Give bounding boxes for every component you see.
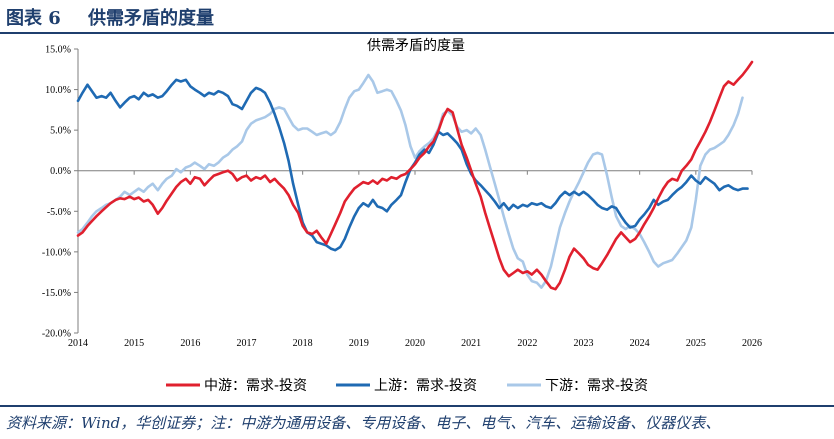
x-tick-label: 2020 [405,338,425,349]
x-tick-label: 2018 [293,338,313,349]
chart-title: 供需矛盾的度量 [367,38,465,54]
legend-label-2: 下游：需求-投资 [545,378,648,394]
y-tick-label: -5.0% [47,207,71,218]
figure-number: 图表 6 [6,8,61,29]
series-line-0 [76,60,754,291]
chart-series [76,60,754,291]
footer-divider [0,405,834,407]
x-tick-label: 2017 [237,338,257,349]
legend-label-1: 上游：需求-投资 [374,378,477,394]
y-tick-label: -20.0% [42,329,71,340]
source-note: 资料来源：Wind，华创证券；注：中游为通用设备、专用设备、电子、电气、汽车、运… [6,414,721,432]
x-tick-label: 2024 [630,338,650,349]
header-divider [0,32,834,34]
line-chart: 供需矛盾的度量 15.0% 10.0% 5.0% 0.0% -5.0% -10.0% -15… [0,34,834,405]
figure-title: 供需矛盾的度量 [88,8,214,29]
y-tick-label: 15.0% [45,45,71,56]
x-tick-label: 2014 [68,338,88,349]
y-tick-label: -10.0% [42,247,71,258]
y-tick-label: 5.0% [50,126,71,137]
chart-legend: 中游：需求-投资 上游：需求-投资 下游：需求-投资 [166,378,648,394]
x-tick-label: 2015 [124,338,144,349]
x-tick-label: 2023 [574,338,594,349]
x-tick-label: 2016 [180,338,200,349]
legend-label-0: 中游：需求-投资 [204,378,307,394]
chart-background [0,34,834,405]
x-tick-label: 2025 [686,338,706,349]
x-tick-label: 2019 [349,338,369,349]
y-tick-label: 0.0% [50,166,71,177]
y-tick-label: 10.0% [45,85,71,96]
x-tick-label: 2022 [517,338,537,349]
x-tick-label: 2026 [742,338,762,349]
figure-header: 图表 6 供需矛盾的度量 [0,0,834,34]
y-tick-label: -15.0% [42,288,71,299]
x-tick-label: 2021 [461,338,481,349]
